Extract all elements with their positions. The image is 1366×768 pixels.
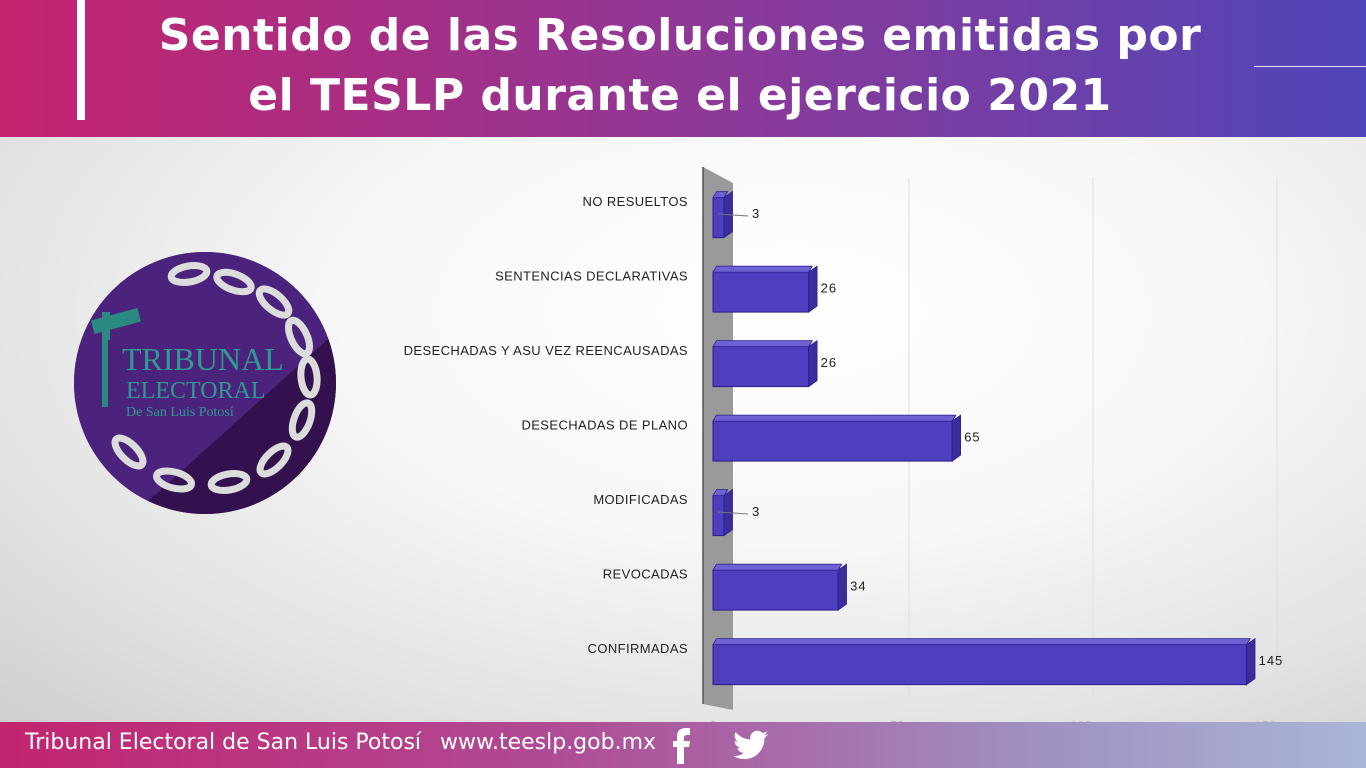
data-label: 3 xyxy=(752,504,760,519)
bar-side xyxy=(1246,637,1256,686)
twitter-icon[interactable] xyxy=(733,730,769,760)
category-label: REVOCADAS xyxy=(603,567,688,582)
bar xyxy=(712,265,818,313)
chart-labels: 0 50 100 150 NO RESUELTOS 3 SENTENCIAS DECLARA… xyxy=(404,194,1284,722)
bar xyxy=(712,414,961,462)
logo-line-3: De San Luis Potosí xyxy=(126,405,234,420)
bar-front xyxy=(712,346,810,388)
bar xyxy=(712,563,847,611)
bar-top xyxy=(712,191,729,198)
bar-side xyxy=(837,563,847,611)
bar-front xyxy=(712,495,725,537)
data-label: 145 xyxy=(1259,653,1284,668)
bar-front xyxy=(712,271,810,313)
bar-side xyxy=(808,339,818,388)
facebook-icon[interactable] xyxy=(668,726,696,764)
bar-side xyxy=(951,414,961,462)
bar-top xyxy=(712,638,1251,646)
page-title: Sentido de las Resoluciones emitidas por… xyxy=(100,6,1260,126)
data-label: 26 xyxy=(821,355,837,370)
leader-line xyxy=(718,213,749,217)
footer-org-name: Tribunal Electoral de San Luis Potosí xyxy=(25,730,422,755)
logo-line-2: ELECTORAL xyxy=(126,378,266,404)
category-label: DESECHADAS Y ASU VEZ REENCAUSADAS xyxy=(404,343,688,358)
category-label: CONFIRMADAS xyxy=(588,641,688,656)
footer-bar: Tribunal Electoral de San Luis Potosí ww… xyxy=(0,722,1366,768)
gavel-icon xyxy=(91,308,141,407)
logo-line-1: TRIBUNAL xyxy=(122,341,284,377)
title-line-2: el TESLP durante el ejercicio 2021 xyxy=(248,70,1112,121)
bar-chart: 0 50 100 150 NO RESUELTOS 3 SENTENCIAS DECLARA… xyxy=(404,167,1284,722)
bar-top xyxy=(712,265,813,273)
bar-front xyxy=(712,197,725,239)
bar-top xyxy=(712,340,813,348)
chain-icon xyxy=(111,262,321,494)
x-tick-label: 150 xyxy=(1254,718,1276,722)
bar xyxy=(712,339,818,388)
bar-front xyxy=(712,644,1248,686)
x-tick-label: 0 xyxy=(709,718,716,722)
tribunal-logo: TRIBUNAL ELECTORAL De San Luis Potosí xyxy=(74,252,336,514)
data-label: 3 xyxy=(752,206,760,221)
bar-top xyxy=(712,414,957,422)
x-tick-label: 50 xyxy=(890,718,904,722)
footer-website-link[interactable]: www.teeslp.gob.mx xyxy=(440,730,657,755)
header-accent-line xyxy=(1254,66,1366,67)
data-label: 65 xyxy=(964,430,980,445)
bar-top xyxy=(712,563,843,571)
category-label: DESECHADAS DE PLANO xyxy=(521,418,688,433)
data-label: 26 xyxy=(821,281,837,296)
chart-bars xyxy=(712,190,1256,686)
category-label: SENTENCIAS DECLARATIVAS xyxy=(495,269,688,284)
bar-top xyxy=(712,489,729,497)
header-accent-bar xyxy=(77,0,85,120)
bar-front xyxy=(712,420,953,462)
bar-side xyxy=(808,265,818,313)
title-line-1: Sentido de las Resoluciones emitidas por xyxy=(158,10,1202,61)
bar xyxy=(712,637,1256,686)
bar-front xyxy=(712,569,839,611)
category-label: NO RESUELTOS xyxy=(583,194,688,209)
category-label: MODIFICADAS xyxy=(593,492,688,507)
x-tick-label: 100 xyxy=(1070,718,1092,722)
data-label: 34 xyxy=(850,579,866,594)
header-banner: Sentido de las Resoluciones emitidas por… xyxy=(0,0,1366,137)
leader-line xyxy=(718,511,749,515)
